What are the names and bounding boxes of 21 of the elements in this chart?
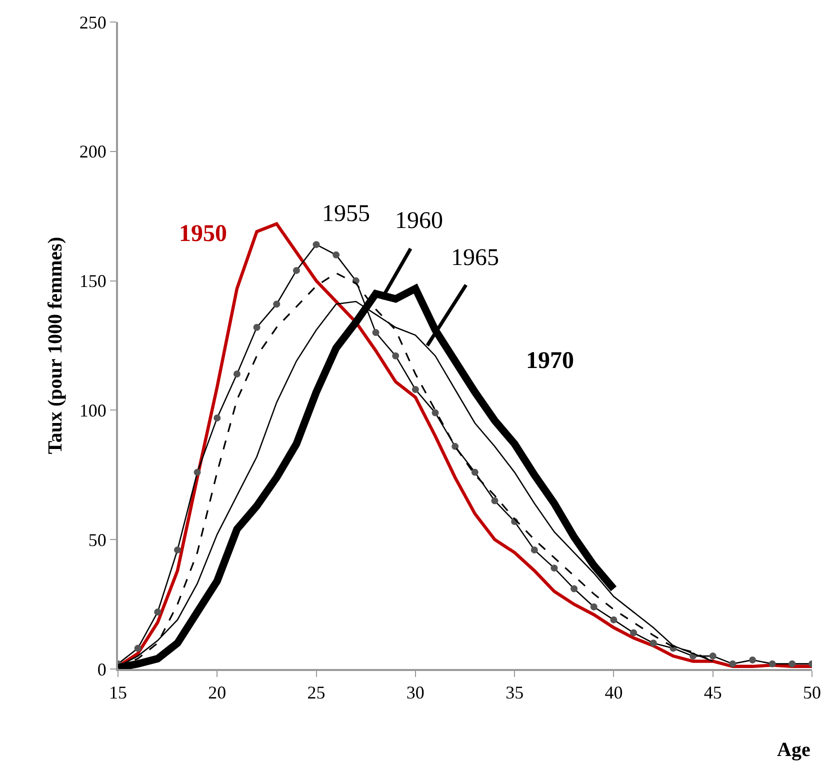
y-tick-label: 250 xyxy=(79,12,106,32)
y-tick-label: 200 xyxy=(79,142,106,162)
series-label: 1950 xyxy=(179,221,227,247)
x-tick-label: 25 xyxy=(307,682,326,703)
text: 1970 xyxy=(526,348,574,374)
x-tick-label: 45 xyxy=(704,682,722,703)
series-label: 1955 xyxy=(322,201,370,227)
y-tick-label: 0 xyxy=(97,659,106,680)
x-tick-label: 30 xyxy=(406,682,424,703)
x-axis-title: Age xyxy=(777,739,810,761)
x-tick-label: 35 xyxy=(506,682,524,703)
y-tick-label: 50 xyxy=(88,530,106,550)
y-tick-label: 100 xyxy=(79,400,106,420)
text: 1965 xyxy=(451,245,499,271)
x-tick-label: 50 xyxy=(803,682,821,703)
x-tick-label: 15 xyxy=(109,682,127,703)
y-tick-label: 150 xyxy=(79,271,106,292)
y-axis-title: Taux (pour 1000 femmes) xyxy=(44,236,66,454)
text: 1960 xyxy=(395,208,443,234)
x-tick-label: 20 xyxy=(208,682,226,703)
x-tick-label: 40 xyxy=(604,682,623,703)
